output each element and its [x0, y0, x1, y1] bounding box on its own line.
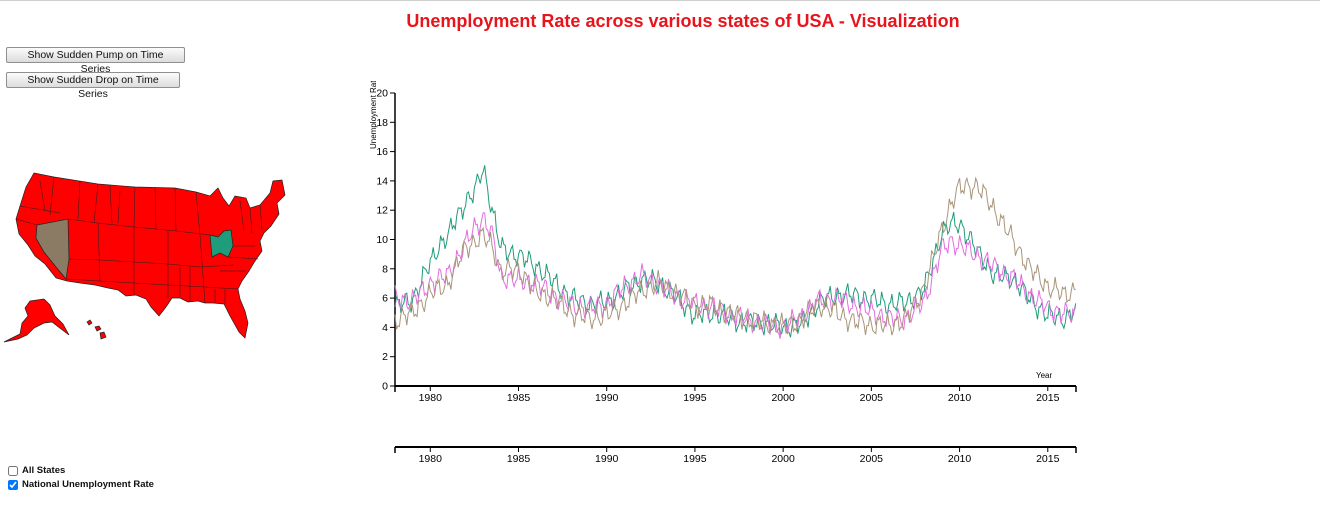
state-nevada[interactable]	[35, 218, 70, 280]
state-alaska[interactable]	[3, 298, 70, 343]
x-axis-tick-label: 1995	[683, 392, 707, 404]
show-sudden-drop-button[interactable]: Show Sudden Drop on Time Series	[6, 72, 180, 100]
y-axis: 0 2 4 6 8 10 12 14 16 18 20	[376, 88, 396, 393]
contiguous-us-shape[interactable]	[15, 172, 286, 339]
y-tick-label: 12	[376, 205, 388, 217]
x-axis-tick-label: 1985	[507, 392, 531, 404]
context-brush-axis[interactable]: 1980 1985 1990 1995 2000 2005 2010 2015	[394, 446, 1077, 465]
unemployment-line-chart: 0 2 4 6 8 10 12 14 16 18 20 Unemployment Rate 1980…	[369, 81, 1077, 465]
us-states-map[interactable]	[0, 171, 300, 351]
y-tick-label: 20	[376, 88, 388, 100]
context-axis-tick-label: 1985	[507, 453, 531, 465]
series-line-2[interactable]	[394, 176, 1076, 336]
y-tick-label: 18	[376, 117, 388, 129]
page-title: Unemployment Rate across various states …	[406, 11, 960, 31]
y-tick-label: 16	[376, 146, 388, 158]
all-states-label: All States	[22, 465, 66, 476]
x-axis-tick-label: 2005	[860, 392, 884, 404]
context-axis-tick-label: 1990	[595, 453, 619, 465]
x-axis-tick-label: 2010	[948, 392, 972, 404]
context-axis-tick-label: 2010	[948, 453, 972, 465]
national-rate-label: National Unemployment Rate	[22, 479, 154, 490]
context-axis-tick-label: 1980	[419, 453, 443, 465]
context-axis-tick-label: 2000	[771, 453, 795, 465]
y-tick-label: 6	[382, 293, 388, 305]
y-tick-label: 2	[382, 351, 388, 363]
all-states-checkbox[interactable]	[8, 465, 18, 476]
x-axis-tick-label: 1980	[419, 392, 443, 404]
y-tick-label: 8	[382, 263, 388, 275]
y-tick-label: 0	[382, 381, 388, 393]
all-states-option[interactable]: All States	[8, 465, 65, 476]
state-borders	[15, 176, 263, 304]
plot-area	[394, 165, 1077, 339]
context-axis-tick-label: 2015	[1036, 453, 1060, 465]
x-axis: 1980 1985 1990 1995 2000 2005 2010 2015	[394, 385, 1077, 404]
state-hawaii[interactable]	[86, 319, 107, 340]
context-axis-tick-label: 1995	[683, 453, 707, 465]
x-axis-label: Year	[1036, 371, 1053, 380]
show-sudden-pump-button[interactable]: Show Sudden Pump on Time Series	[6, 47, 185, 75]
series-line-1[interactable]	[394, 212, 1077, 339]
x-axis-tick-label: 2015	[1036, 392, 1060, 404]
national-rate-option[interactable]: National Unemployment Rate	[8, 479, 154, 490]
y-tick-label: 10	[376, 234, 388, 246]
y-tick-label: 14	[376, 175, 388, 187]
x-axis-tick-label: 1990	[595, 392, 619, 404]
y-axis-label: Unemployment Rate	[369, 81, 378, 149]
national-rate-checkbox[interactable]	[8, 479, 18, 490]
x-axis-tick-label: 2000	[771, 392, 795, 404]
y-tick-label: 4	[382, 322, 388, 334]
context-axis-tick-label: 2005	[860, 453, 884, 465]
